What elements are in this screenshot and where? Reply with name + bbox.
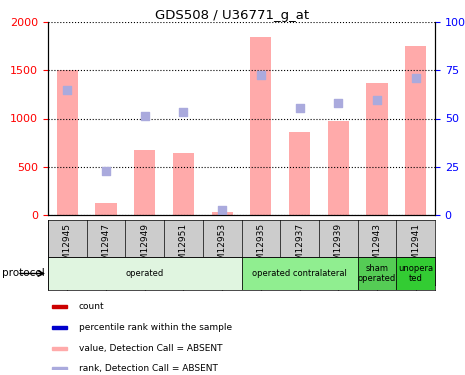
Bar bbox=[57, 70, 78, 215]
Bar bbox=[212, 212, 233, 215]
Point bbox=[180, 109, 187, 115]
Point bbox=[257, 72, 265, 78]
Text: GSM12947: GSM12947 bbox=[101, 223, 111, 272]
Bar bbox=[358, 257, 396, 290]
Text: GSM12941: GSM12941 bbox=[411, 223, 420, 272]
Bar bbox=[328, 121, 349, 215]
Text: GSM12949: GSM12949 bbox=[140, 223, 149, 272]
Text: count: count bbox=[79, 302, 105, 311]
Bar bbox=[95, 203, 117, 215]
Text: GSM12939: GSM12939 bbox=[334, 223, 343, 272]
Text: operated contralateral: operated contralateral bbox=[252, 269, 347, 278]
Bar bbox=[173, 153, 194, 215]
Point bbox=[412, 75, 419, 81]
Text: rank, Detection Call = ABSENT: rank, Detection Call = ABSENT bbox=[79, 364, 218, 373]
Text: GSM12937: GSM12937 bbox=[295, 223, 304, 272]
Bar bbox=[52, 367, 67, 370]
Bar bbox=[241, 257, 358, 290]
Text: protocol: protocol bbox=[2, 268, 45, 279]
Bar bbox=[52, 305, 67, 308]
Text: value, Detection Call = ABSENT: value, Detection Call = ABSENT bbox=[79, 344, 222, 353]
Point bbox=[102, 168, 110, 174]
Text: percentile rank within the sample: percentile rank within the sample bbox=[79, 323, 232, 332]
Bar bbox=[289, 132, 310, 215]
Text: GSM12951: GSM12951 bbox=[179, 223, 188, 272]
Point bbox=[64, 87, 71, 93]
Bar bbox=[250, 38, 272, 215]
Point bbox=[334, 100, 342, 106]
Text: GSM12943: GSM12943 bbox=[372, 223, 381, 272]
Text: operated: operated bbox=[126, 269, 164, 278]
Bar bbox=[134, 150, 155, 215]
Point bbox=[296, 105, 303, 111]
Text: GSM12935: GSM12935 bbox=[256, 223, 266, 272]
Point bbox=[219, 207, 226, 213]
Bar bbox=[366, 83, 388, 215]
Point bbox=[141, 112, 148, 118]
Text: GSM12945: GSM12945 bbox=[63, 223, 72, 272]
Bar bbox=[48, 257, 241, 290]
Bar bbox=[396, 257, 435, 290]
Bar bbox=[52, 347, 67, 350]
Bar bbox=[52, 326, 67, 329]
Text: unopera
ted: unopera ted bbox=[398, 264, 433, 283]
Text: GSM12953: GSM12953 bbox=[218, 223, 226, 272]
Text: sham
operated: sham operated bbox=[358, 264, 396, 283]
Text: GDS508 / U36771_g_at: GDS508 / U36771_g_at bbox=[155, 9, 310, 22]
Bar bbox=[405, 46, 426, 215]
Point bbox=[373, 97, 381, 103]
